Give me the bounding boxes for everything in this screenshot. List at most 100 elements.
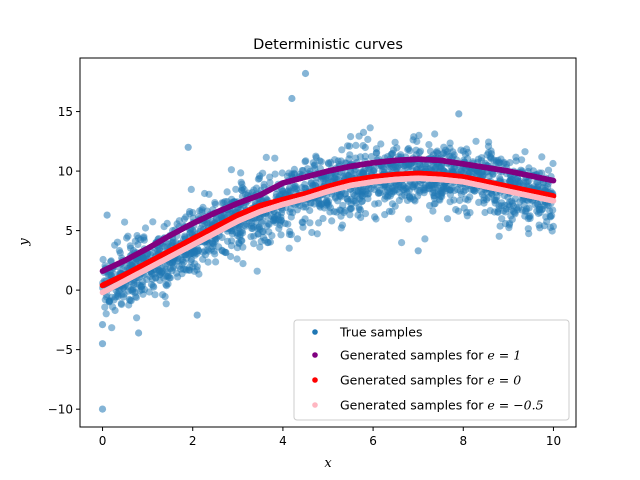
generated-curves-layer: [99, 156, 557, 296]
true-sample-point: [327, 158, 335, 166]
true-sample-point: [540, 222, 549, 230]
true-sample-point: [443, 215, 452, 223]
true-sample-point: [406, 147, 414, 155]
generated-sample-point: [550, 198, 557, 204]
true-sample-point: [308, 228, 316, 237]
true-sample-point: [271, 170, 279, 178]
true-sample-point: [521, 148, 529, 156]
true-sample-point: [101, 303, 109, 311]
true-sample-point: [137, 282, 145, 290]
true-sample-point: [131, 288, 139, 297]
true-sample-point: [250, 232, 258, 240]
true-sample-point: [227, 252, 235, 261]
true-sample-point: [544, 166, 553, 174]
true-sample-point: [117, 299, 125, 307]
true-sample-point: [477, 168, 485, 176]
true-sample-point: [201, 189, 209, 198]
true-sample-point: [523, 205, 531, 213]
true-sample-point: [293, 235, 302, 243]
true-sample-point: [193, 311, 201, 319]
true-sample-point: [186, 208, 194, 216]
true-sample-point: [259, 169, 267, 177]
true-sample-point: [496, 159, 504, 167]
true-sample-point: [489, 171, 497, 179]
true-sample-point: [134, 240, 142, 249]
true-sample-point: [546, 213, 555, 221]
true-sample-point: [398, 239, 406, 247]
true-sample-point: [174, 273, 182, 281]
true-sample-point: [354, 187, 362, 195]
true-sample-point: [461, 186, 469, 194]
true-sample-point: [139, 290, 147, 298]
y-axis-label: y: [17, 238, 32, 247]
true-sample-point: [135, 329, 143, 337]
true-sample-point: [461, 195, 470, 203]
true-sample-point: [437, 187, 445, 195]
true-sample-point: [102, 310, 110, 318]
true-sample-point: [98, 340, 107, 348]
true-sample-point: [239, 260, 247, 268]
true-sample-point: [377, 140, 385, 148]
true-sample-point: [455, 110, 463, 118]
true-sample-point: [288, 94, 296, 103]
true-sample-point: [211, 199, 219, 207]
true-sample-point: [395, 188, 403, 196]
true-sample-point: [133, 314, 141, 322]
chart-title: Deterministic curves: [253, 37, 403, 53]
true-sample-point: [301, 215, 309, 223]
true-sample-point: [223, 188, 231, 196]
legend-marker-e1: [312, 352, 318, 358]
true-sample-point: [271, 154, 279, 162]
true-sample-point: [366, 124, 374, 132]
true-sample-point: [151, 291, 159, 299]
true-sample-point: [449, 148, 457, 156]
true-sample-point: [463, 208, 471, 216]
true-sample-point: [155, 245, 163, 253]
true-sample-point: [278, 169, 286, 177]
true-sample-point: [403, 188, 411, 196]
true-sample-point: [352, 141, 360, 149]
true-sample-point: [111, 306, 119, 315]
true-sample-point: [499, 207, 507, 215]
legend-label-e0: Generated samples for e = 0: [340, 373, 521, 388]
true-sample-point: [376, 186, 384, 195]
true-sample-point: [454, 207, 462, 215]
true-sample-point: [414, 247, 422, 255]
true-sample-point: [365, 190, 373, 198]
true-sample-point: [391, 138, 399, 146]
true-sample-point: [302, 157, 310, 165]
true-sample-point: [125, 301, 133, 309]
true-sample-point: [313, 230, 321, 238]
x-tick-label: 6: [369, 434, 377, 448]
true-sample-point: [430, 200, 438, 208]
true-sample-point: [166, 274, 174, 282]
true-sample-point: [333, 173, 341, 181]
true-sample-point: [519, 196, 527, 204]
true-sample-point: [384, 191, 392, 200]
true-sample-point: [328, 217, 336, 225]
true-sample-point: [162, 300, 170, 308]
true-sample-point: [374, 199, 383, 207]
true-sample-point: [312, 179, 320, 187]
true-sample-point: [549, 159, 557, 168]
legend-label-true-samples: True samples: [339, 325, 422, 340]
x-tick-label: 0: [99, 434, 107, 448]
true-sample-point: [408, 193, 416, 201]
true-sample-point: [546, 223, 555, 231]
true-sample-point: [255, 174, 263, 183]
true-sample-point: [535, 206, 543, 214]
x-tick-label: 10: [546, 434, 561, 448]
true-sample-point: [113, 238, 122, 246]
true-sample-point: [394, 164, 402, 172]
true-sample-point: [346, 142, 354, 150]
legend-label-e1-math: e = 1: [487, 348, 521, 363]
true-sample-point: [480, 199, 488, 207]
true-sample-point: [451, 186, 459, 194]
true-sample-point: [372, 145, 381, 153]
true-sample-point: [431, 130, 439, 138]
true-sample-point: [494, 208, 502, 216]
true-sample-point: [184, 143, 192, 151]
legend-label-e-neg05-prefix: Generated samples for: [340, 398, 487, 413]
x-tick-label: 2: [189, 434, 197, 448]
true-sample-point: [249, 224, 257, 232]
